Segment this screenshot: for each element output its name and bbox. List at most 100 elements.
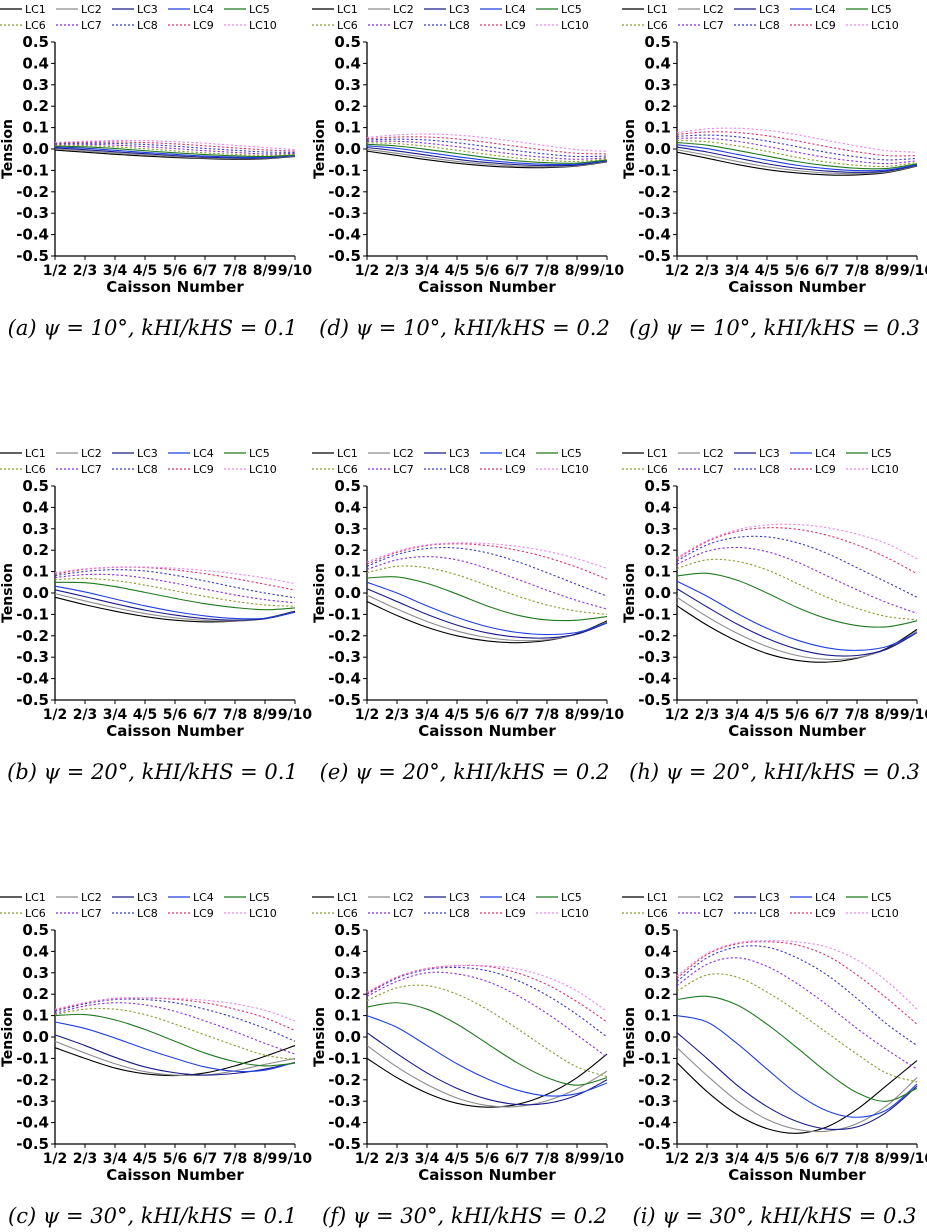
x-tick-label: 2/3 xyxy=(695,263,720,279)
y-tick-label: -0.5 xyxy=(328,247,361,265)
chart-panel-4: LC1 LC2 LC3 LC4 LC5 LC6 LC7 LC8 LC9 LC10 0.5 0.4 0.3… xyxy=(0,447,312,740)
legend-label: LC2 xyxy=(703,891,724,904)
legend: LC1 LC2 LC3 LC4 LC5 LC6 LC7 LC8 LC9 LC10 xyxy=(622,447,899,476)
legend-item-lc1: LC1 xyxy=(622,891,668,904)
legend-label: LC8 xyxy=(449,907,470,920)
legend-label: LC3 xyxy=(449,3,470,16)
x-tick-label: 6/7 xyxy=(193,707,218,723)
y-tick-label: -0.2 xyxy=(328,627,361,645)
legend-label: LC1 xyxy=(647,447,668,460)
x-tick-label: 5/6 xyxy=(163,263,188,279)
y-tick-label: -0.3 xyxy=(328,1092,361,1110)
legend-label: LC7 xyxy=(703,19,724,32)
series-group xyxy=(366,133,608,169)
y-tick-label: -0.4 xyxy=(328,1114,361,1132)
legend-label: LC4 xyxy=(505,447,526,460)
legend-item-lc10: LC10 xyxy=(536,19,589,32)
y-tick-label: 0.5 xyxy=(22,477,49,495)
legend-item-lc1: LC1 xyxy=(312,891,358,904)
x-tick-label: 2/3 xyxy=(73,263,98,279)
y-tick-label: 0.1 xyxy=(334,1007,361,1025)
series-line-lc1 xyxy=(676,605,918,663)
legend-item-lc4: LC4 xyxy=(790,891,836,904)
legend-item-lc2: LC2 xyxy=(678,447,724,460)
x-axis-label: Caisson Number xyxy=(728,278,866,296)
series-line-lc9 xyxy=(676,131,918,157)
axes: 0.5 0.4 0.3 0.2 0.1 0.0 -0.1 -0.2 -0.3 -0.4 -0.51/… xyxy=(312,921,624,1184)
legend-label: LC9 xyxy=(505,907,526,920)
legend-label: LC8 xyxy=(449,463,470,476)
y-tick-label: 0.2 xyxy=(334,985,361,1003)
y-tick-label: 0.2 xyxy=(334,541,361,559)
y-tick-label: -0.2 xyxy=(16,183,49,201)
legend-item-lc5: LC5 xyxy=(536,447,582,460)
y-tick-label: 0.1 xyxy=(334,563,361,581)
y-tick-label: -0.2 xyxy=(638,1071,671,1089)
legend-label: LC5 xyxy=(249,891,270,904)
legend-label: LC5 xyxy=(871,3,892,16)
y-axis-label: Tension xyxy=(0,1007,16,1067)
series-line-lc5 xyxy=(366,143,608,164)
series-group xyxy=(366,964,608,1108)
series-line-lc2 xyxy=(366,148,608,168)
legend-label: LC7 xyxy=(81,463,102,476)
legend-item-lc6: LC6 xyxy=(0,907,46,920)
x-tick-label: 6/7 xyxy=(815,1151,840,1167)
y-tick-label: -0.4 xyxy=(638,1114,671,1132)
y-tick-label: -0.4 xyxy=(638,226,671,244)
legend-label: LC7 xyxy=(393,907,414,920)
legend-label: LC7 xyxy=(703,907,724,920)
x-tick-label: 5/6 xyxy=(785,1151,810,1167)
series-line-lc2 xyxy=(676,149,918,175)
x-tick-label: 7/8 xyxy=(845,707,870,723)
legend-item-lc3: LC3 xyxy=(112,891,158,904)
legend-item-lc2: LC2 xyxy=(368,891,414,904)
legend-label: LC1 xyxy=(25,891,46,904)
x-tick-label: 8/9 xyxy=(565,707,590,723)
legend-item-lc8: LC8 xyxy=(734,907,780,920)
panel-caption: (c) ψ = 30°, kHI/kHS = 0.1 xyxy=(8,1204,297,1228)
legend-item-lc1: LC1 xyxy=(0,3,46,16)
series-line-lc6 xyxy=(676,139,918,168)
legend-label: LC5 xyxy=(561,3,582,16)
legend-item-lc1: LC1 xyxy=(622,3,668,16)
y-tick-label: -0.3 xyxy=(328,648,361,666)
y-tick-label: 0.3 xyxy=(22,520,49,538)
x-tick-label: 1/2 xyxy=(355,1151,380,1167)
series-line-lc1 xyxy=(676,151,918,176)
x-axis-label: Caisson Number xyxy=(728,722,866,740)
x-axis-label: Caisson Number xyxy=(728,1166,866,1184)
legend-label: LC6 xyxy=(337,907,358,920)
legend-label: LC2 xyxy=(81,3,102,16)
legend-item-lc3: LC3 xyxy=(112,447,158,460)
y-tick-label: 0.5 xyxy=(22,33,49,51)
legend-label: LC3 xyxy=(137,891,158,904)
legend-label: LC7 xyxy=(393,463,414,476)
axes: 0.5 0.4 0.3 0.2 0.1 0.0 -0.1 -0.2 -0.3 -0.4 -0.51/… xyxy=(0,477,312,740)
legend-label: LC9 xyxy=(193,463,214,476)
panel-caption: (h) ψ = 20°, kHI/kHS = 0.3 xyxy=(629,760,920,784)
y-tick-label: 0.4 xyxy=(644,54,671,72)
legend-item-lc4: LC4 xyxy=(168,891,214,904)
y-axis-label: Tension xyxy=(622,563,638,623)
y-tick-label: 0.0 xyxy=(334,584,361,602)
legend-item-lc8: LC8 xyxy=(424,19,470,32)
x-tick-label: 4/5 xyxy=(755,707,780,723)
series-line-lc5 xyxy=(676,572,918,628)
chart-panel-8: LC1 LC2 LC3 LC4 LC5 LC6 LC7 LC8 LC9 LC10 0.5 0.4 0.3… xyxy=(312,891,624,1184)
chart-panel-1: LC1 LC2 LC3 LC4 LC5 LC6 LC7 LC8 LC9 LC10 0.5 0.4 0.3… xyxy=(0,3,312,296)
y-axis-label: Tension xyxy=(622,1007,638,1067)
series-line-lc9 xyxy=(366,964,608,1023)
x-tick-label: 3/4 xyxy=(103,707,128,723)
legend-label: LC1 xyxy=(337,3,358,16)
legend-item-lc5: LC5 xyxy=(224,447,270,460)
legend-label: LC7 xyxy=(81,907,102,920)
legend-item-lc10: LC10 xyxy=(846,463,899,476)
series-line-lc7 xyxy=(54,143,296,155)
x-tick-label: 7/8 xyxy=(223,707,248,723)
legend-label: LC6 xyxy=(25,907,46,920)
legend-label: LC5 xyxy=(249,3,270,16)
legend-item-lc7: LC7 xyxy=(678,19,724,32)
legend-item-lc7: LC7 xyxy=(678,463,724,476)
series-line-lc6 xyxy=(54,144,296,156)
